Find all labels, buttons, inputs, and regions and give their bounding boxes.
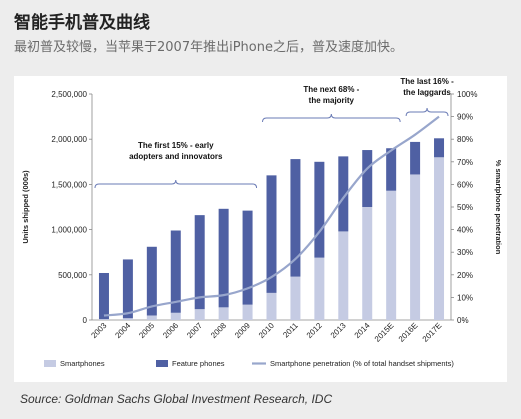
- bars-layer: [98, 138, 445, 320]
- x-tick-label: 2003: [89, 321, 108, 340]
- x-tick-label: 2004: [113, 321, 132, 340]
- feature-phones-bar: [314, 161, 325, 258]
- left-axis-title: Units shipped (000s): [21, 170, 30, 244]
- smartphones-bar: [362, 207, 373, 320]
- annotation-text: The next 68% -: [303, 85, 359, 94]
- right-tick-label: 70%: [457, 158, 473, 167]
- x-tick-label: 2012: [305, 321, 324, 340]
- smartphones-bar: [410, 174, 421, 320]
- smartphones-bar: [194, 309, 205, 320]
- page-subtitle: 最初普及较慢，当苹果于2007年推出iPhone之后，普及速度加快。: [14, 40, 403, 55]
- annotation-brace: [262, 113, 401, 123]
- x-tick-label: 2006: [161, 321, 180, 340]
- legend-swatch-feature-phones: [156, 360, 168, 367]
- feature-phones-bar: [338, 156, 349, 232]
- right-axis-title: % smartphone penetration: [494, 160, 503, 255]
- feature-phones-bar: [410, 141, 421, 175]
- x-tick-label: 2009: [233, 321, 252, 340]
- x-tick-label: 2005: [137, 321, 156, 340]
- left-tick-label: 2,000,000: [51, 135, 87, 144]
- smartphones-bar: [122, 318, 133, 320]
- feature-phones-bar: [290, 159, 301, 277]
- legend-swatch-smartphones: [44, 360, 56, 367]
- x-tick-label: 2015E: [373, 321, 396, 344]
- smartphones-bar: [218, 307, 229, 320]
- right-tick-label: 80%: [457, 135, 473, 144]
- feature-phones-bar: [218, 208, 229, 308]
- smartphones-bar: [170, 312, 181, 320]
- right-tick-label: 0%: [457, 316, 469, 325]
- feature-phones-bar: [122, 259, 133, 319]
- feature-phones-bar: [194, 215, 205, 310]
- page-title: 智能手机普及曲线: [14, 13, 150, 33]
- x-tick-label: 2010: [257, 321, 276, 340]
- legend-label-smartphones: Smartphones: [60, 359, 105, 368]
- feature-phones-bar: [98, 272, 109, 320]
- legend-label-penetration: Smartphone penetration (% of total hands…: [270, 359, 454, 368]
- annotation-text: the majority: [309, 96, 355, 105]
- left-tick-label: 1,500,000: [51, 180, 87, 189]
- annotations-layer: The first 15% - early adopters and innova…: [94, 77, 454, 189]
- x-tick-label: 2008: [209, 321, 228, 340]
- feature-phones-bar: [266, 175, 277, 293]
- feature-phones-bar: [434, 138, 445, 158]
- line-layer: [103, 115, 440, 317]
- source-note: Source: Goldman Sachs Global Investment …: [20, 392, 333, 406]
- right-tick-label: 20%: [457, 271, 473, 280]
- smartphones-bar: [434, 157, 445, 320]
- feature-phones-bar: [170, 230, 181, 313]
- annotation-text: the laggards: [403, 88, 451, 97]
- left-tick-label: 2,500,000: [51, 90, 87, 99]
- left-tick-label: 500,000: [58, 271, 87, 280]
- axes-layer: 0 500,000 1,000,000 1,500,000 2,000,000 2,500…: [21, 90, 503, 344]
- feature-phones-bar: [242, 210, 253, 305]
- smartphones-bar: [338, 231, 349, 320]
- feature-phones-bar: [146, 246, 157, 316]
- penetration-line: [103, 115, 440, 317]
- right-tick-label: 10%: [457, 293, 473, 302]
- x-tick-label: 2017E: [421, 321, 444, 344]
- smartphones-bar: [146, 315, 157, 320]
- x-tick-label: 2013: [329, 321, 348, 340]
- annotation-brace: [94, 179, 258, 189]
- x-tick-label: 2007: [185, 321, 204, 340]
- smartphones-bar: [98, 319, 109, 320]
- smartphones-bar: [386, 190, 397, 320]
- x-tick-label: 2011: [281, 321, 300, 340]
- annotation-text: adopters and innovators: [129, 152, 223, 161]
- adoption-chart: 0 500,000 1,000,000 1,500,000 2,000,000 2,500…: [21, 77, 503, 368]
- right-tick-label: 50%: [457, 203, 473, 212]
- annotation-text: The first 15% - early: [138, 141, 214, 150]
- smartphones-bar: [290, 276, 301, 320]
- feature-phones-bar: [362, 150, 373, 207]
- annotation-text: The last 16% -: [400, 77, 454, 86]
- left-tick-label: 1,000,000: [51, 226, 87, 235]
- x-tick-label: 2014: [353, 321, 372, 340]
- feature-phones-bar: [386, 148, 397, 191]
- smartphones-bar: [314, 257, 325, 320]
- left-tick-label: 0: [83, 316, 88, 325]
- right-tick-label: 40%: [457, 226, 473, 235]
- legend-layer: Smartphones Feature phones Smartphone pene…: [44, 359, 454, 368]
- smartphones-bar: [266, 292, 277, 320]
- smartphones-bar: [242, 304, 253, 320]
- right-tick-label: 30%: [457, 248, 473, 257]
- right-tick-label: 90%: [457, 113, 473, 122]
- chart-panel: 0 500,000 1,000,000 1,500,000 2,000,000 2,500…: [14, 76, 507, 382]
- annotation-brace: [405, 107, 449, 117]
- right-tick-label: 100%: [457, 90, 477, 99]
- legend-label-feature-phones: Feature phones: [172, 359, 225, 368]
- right-tick-label: 60%: [457, 180, 473, 189]
- x-tick-label: 2016E: [397, 321, 420, 344]
